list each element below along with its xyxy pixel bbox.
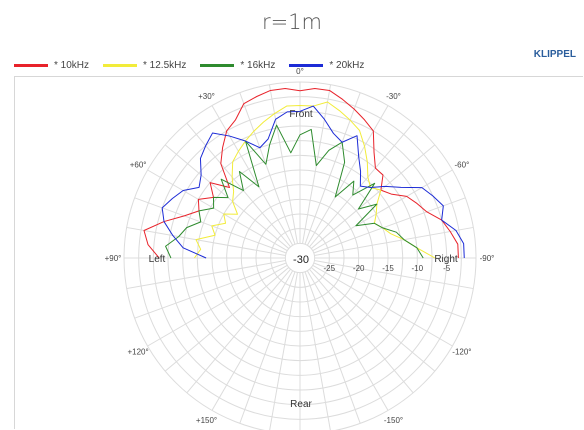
radial-tick-label: -15 <box>382 264 394 273</box>
grid-spoke <box>310 144 436 249</box>
legend-item-12-5khz[interactable]: * 12.5kHz <box>103 60 186 71</box>
grid-spoke <box>302 272 331 430</box>
grid-spoke <box>126 226 286 256</box>
angle-label: +150° <box>196 416 217 425</box>
angle-label: -150° <box>384 416 403 425</box>
angle-label: +120° <box>127 348 148 357</box>
grid-spoke <box>269 272 298 430</box>
legend-item-10khz[interactable]: * 10kHz <box>14 60 89 71</box>
rear-label: Rear <box>290 399 312 410</box>
legend-label-16khz: * 16kHz <box>240 59 276 71</box>
legend-item-16khz[interactable]: * 16kHz <box>200 60 275 71</box>
grid-spoke <box>147 169 288 252</box>
right-label: Right <box>434 254 458 265</box>
series-line-3 <box>161 105 465 259</box>
grid-spoke <box>268 84 298 244</box>
left-label: Left <box>149 254 166 265</box>
angle-label: -30° <box>386 92 401 101</box>
grid-spoke <box>313 197 466 254</box>
grid-spoke <box>312 264 453 347</box>
chart-title: r=1m <box>261 10 323 34</box>
legend-swatch-20khz <box>289 63 324 67</box>
radial-tick-label: -10 <box>412 264 424 273</box>
legend-item-20khz[interactable]: * 20kHz <box>289 60 364 71</box>
radial-tick-label: -5 <box>443 264 451 273</box>
legend: * 10kHz * 12.5kHz * 16kHz * 20kHz <box>14 58 378 72</box>
grid-spoke <box>126 260 286 290</box>
angle-label: 0° <box>296 67 304 76</box>
grid-spoke <box>147 264 288 347</box>
brand-logo-text: KLIPPEL <box>533 49 576 60</box>
grid-spoke <box>313 262 466 319</box>
grid-spoke <box>134 262 287 319</box>
legend-label-20khz: * 20kHz <box>329 59 365 71</box>
legend-label-10khz: * 10kHz <box>54 59 90 71</box>
front-label: Front <box>289 109 313 120</box>
angle-label: -120° <box>452 348 471 357</box>
series-layer <box>143 88 465 259</box>
angle-label: +60° <box>130 161 147 170</box>
grid-spoke <box>304 271 361 424</box>
grid-spoke <box>309 122 414 248</box>
series-line-1 <box>193 101 436 259</box>
angle-label: -90° <box>480 254 495 263</box>
grid-spoke <box>164 267 290 372</box>
legend-swatch-16khz <box>200 63 235 67</box>
radial-tick-label: -30 <box>293 254 309 266</box>
grid-spoke <box>309 268 414 394</box>
grid-spoke <box>211 105 294 246</box>
polar-grid <box>123 81 477 430</box>
series-line-0 <box>143 88 459 259</box>
grid-spoke <box>164 144 290 249</box>
axis-labels: 0° -30° -60° -90° -120° -150° +30° +60° +90° +120… <box>105 67 495 425</box>
grid-spoke <box>211 270 294 411</box>
angle-label: +90° <box>105 254 122 263</box>
grid-spoke <box>186 268 291 394</box>
plot-area <box>14 76 583 429</box>
legend-swatch-12-5khz <box>103 63 138 67</box>
grid-spoke <box>306 270 389 411</box>
angle-label: +30° <box>198 92 215 101</box>
grid-spoke <box>304 92 361 245</box>
angle-label: -60° <box>455 161 470 170</box>
grid-spoke <box>314 226 474 256</box>
grid-spoke <box>239 271 296 424</box>
series-line-2 <box>165 124 424 259</box>
radial-tick-label: -20 <box>353 264 365 273</box>
legend-label-12-5khz: * 12.5kHz <box>143 59 187 71</box>
radial-tick-label: -25 <box>324 264 336 273</box>
grid-spoke <box>310 267 436 372</box>
grid-spoke <box>312 169 453 252</box>
grid-spoke <box>186 122 291 248</box>
grid-spoke <box>306 105 389 246</box>
grid-spoke <box>314 260 474 290</box>
grid-spoke <box>239 92 296 245</box>
legend-swatch-10khz <box>14 63 48 67</box>
grid-spoke <box>134 197 287 254</box>
